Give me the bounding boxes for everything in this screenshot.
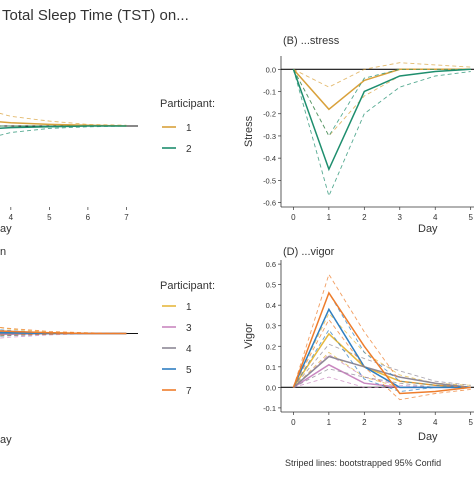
x-tick-label: 6 — [86, 213, 91, 222]
y-tick-label: -0.1 — [263, 88, 276, 97]
figure-title: Total Sleep Time (TST) on... — [2, 7, 189, 24]
panel-d: (D) ...vigor 0.6 0.5 0.4 0.3 0.2 0.1 0.0 -0.1 0 1 2… — [243, 246, 474, 443]
footnote: Striped lines: bootstrapped 95% Confid — [285, 458, 441, 468]
y-tick-label: -0.5 — [263, 176, 276, 185]
x-tick-label: 4 — [433, 418, 438, 427]
panel-title: n — [0, 246, 6, 258]
x-tick-label: 0 — [291, 418, 296, 427]
y-tick-label: 0.5 — [266, 281, 276, 290]
ci-lower-line-4 — [293, 368, 471, 388]
y-tick-label: 0.6 — [266, 260, 276, 269]
series-line-5 — [292, 307, 471, 389]
legend-bottom-label-4: 7 — [186, 386, 192, 397]
y-tick-label: 0.0 — [266, 383, 276, 392]
legend-bottom-label-0: 1 — [186, 302, 192, 313]
legend-top-title: Participant: — [160, 98, 215, 110]
y-tick-label: -0.6 — [263, 199, 276, 208]
x-tick-label: 1 — [327, 213, 332, 222]
legend-top-label-1: 2 — [186, 144, 192, 155]
ci-upper-line-1 — [0, 112, 127, 126]
y-tick-label: -0.1 — [263, 404, 276, 413]
ci-upper-line-2 — [293, 68, 471, 137]
ci-lower-line-2 — [0, 125, 127, 136]
x-tick-label: 4 — [433, 213, 438, 222]
y-axis-label: Stress — [243, 115, 255, 147]
x-axis-label: Day — [418, 223, 438, 235]
ci-lower-line-2 — [292, 69, 471, 198]
panel-a: 4 5 6 7 ay — [0, 112, 138, 235]
ci-upper-line-7 — [292, 273, 471, 388]
y-tick-label: 0.4 — [266, 301, 276, 310]
series-line-7 — [0, 330, 127, 335]
series-line-1 — [0, 121, 127, 127]
x-tick-label: 2 — [362, 418, 367, 427]
panel-c: n ay — [0, 246, 138, 446]
x-tick-label: 5 — [47, 213, 52, 222]
x-tick-label: 0 — [291, 213, 296, 222]
legend-top-label-0: 1 — [186, 123, 192, 134]
x-axis-label: ay — [0, 434, 12, 446]
series-line-2 — [292, 68, 471, 172]
y-tick-label: 0.1 — [266, 363, 276, 372]
legend-bottom-label-2: 4 — [186, 344, 192, 355]
y-tick-label: 0.3 — [266, 322, 276, 331]
ci-lower-line-5 — [293, 328, 471, 392]
ci-lower-line-1 — [293, 68, 471, 137]
ci-upper-line-4 — [293, 343, 471, 388]
series-line-2 — [0, 125, 127, 130]
legend-top: Participant: 1 2 — [160, 98, 215, 155]
y-tick-label: 0.2 — [266, 342, 276, 351]
y-tick-label: 0.0 — [266, 65, 276, 74]
ci-upper-line-1 — [293, 62, 471, 88]
legend-bottom-label-1: 3 — [186, 323, 192, 334]
x-tick-label: 5 — [468, 418, 473, 427]
legend-bottom: Participant: 1 3 4 5 7 — [160, 280, 215, 397]
legend-bottom-title: Participant: — [160, 280, 215, 292]
series-line-1 — [292, 68, 471, 111]
legend-bottom-label-3: 5 — [186, 365, 192, 376]
x-tick-label: 7 — [124, 213, 129, 222]
x-axis-label: Day — [418, 431, 438, 443]
y-axis-label: Vigor — [243, 323, 255, 349]
x-tick-label: 3 — [398, 213, 403, 222]
y-tick-label: -0.4 — [263, 154, 276, 163]
x-tick-label: 5 — [468, 213, 473, 222]
series-line-7 — [292, 291, 471, 395]
x-tick-label: 2 — [362, 213, 367, 222]
x-tick-label: 4 — [9, 213, 14, 222]
x-tick-label: 1 — [327, 418, 332, 427]
y-tick-label: -0.2 — [263, 110, 276, 119]
x-tick-label: 3 — [398, 418, 403, 427]
ci-lower-line-7 — [293, 318, 471, 401]
x-axis-label: ay — [0, 223, 12, 235]
series-line-4 — [292, 355, 471, 389]
panel-b: (B) ...stress 0.0 -0.1 -0.2 -0.3 -0.4 -0.5 -0.6… — [243, 35, 474, 235]
panel-title: (B) ...stress — [283, 35, 340, 47]
panel-title: (D) ...vigor — [283, 246, 335, 258]
y-tick-label: -0.3 — [263, 132, 276, 141]
